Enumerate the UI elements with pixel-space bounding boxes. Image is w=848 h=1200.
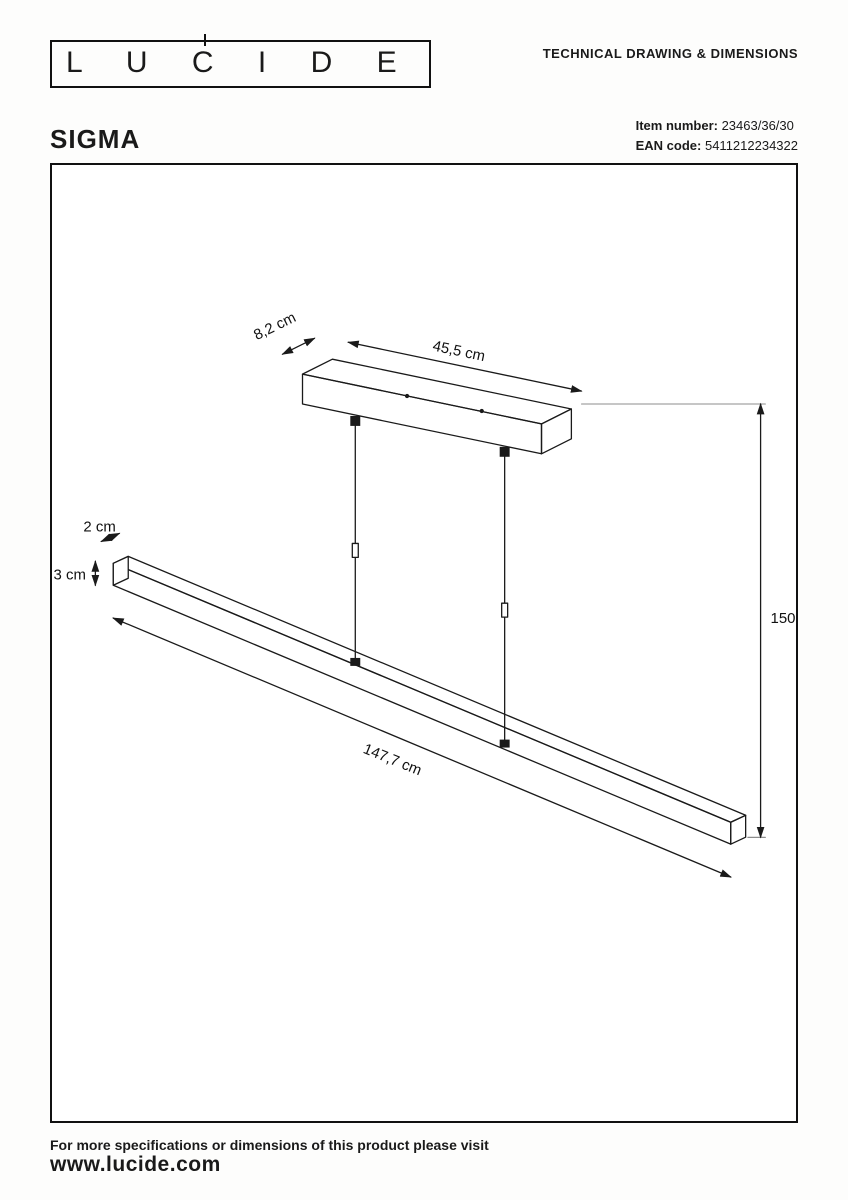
footer: For more specifications or dimensions of… [50,1137,798,1177]
footer-text: For more specifications or dimensions of… [50,1137,798,1153]
logo-accent [204,34,206,46]
header: L U C I D E TECHNICAL DRAWING & DIMENSIO… [50,40,798,88]
ean-value: 5411212234322 [705,138,798,153]
dim-bar-length: 147,7 cm [361,740,424,779]
technical-drawing: 8,2 cm 45,5 cm 2 cm 3 cm 147,7 cm 150 cm [52,165,796,1121]
dim-bar-height: 3 cm [54,566,86,583]
product-meta: Item number: 23463/36/30 EAN code: 54112… [636,116,798,155]
product-name: SIGMA [50,124,140,155]
dim-mount-depth: 8,2 cm [251,309,299,344]
drawing-frame: 8,2 cm 45,5 cm 2 cm 3 cm 147,7 cm 150 cm [50,163,798,1123]
item-number-value: 23463/36/30 [722,118,794,133]
dim-bar-width: 2 cm [83,518,115,535]
dim-drop-height: 150 cm [771,610,796,627]
ean-label: EAN code: [636,138,702,153]
brand-text: L U C I D E [66,46,415,79]
doc-title: TECHNICAL DRAWING & DIMENSIONS [543,40,798,61]
item-number-label: Item number: [636,118,718,133]
subheader: SIGMA Item number: 23463/36/30 EAN code:… [50,116,798,155]
footer-url: www.lucide.com [50,1153,798,1177]
brand-logo: L U C I D E [50,40,431,88]
